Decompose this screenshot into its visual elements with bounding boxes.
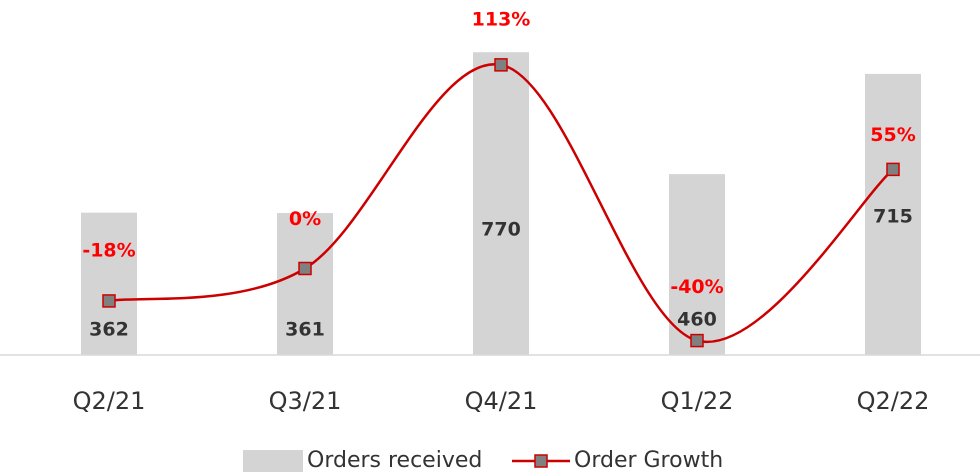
data-label: 113% — [472, 8, 531, 30]
bar — [473, 52, 529, 355]
data-label: -40% — [670, 276, 723, 298]
data-label: -18% — [82, 239, 135, 261]
x-tick-label: Q4/21 — [465, 387, 538, 415]
growth-marker — [886, 162, 900, 177]
legend-label: Order Growth — [574, 448, 723, 473]
legend-label: Orders received — [307, 448, 482, 473]
bar — [81, 212, 137, 355]
bar — [277, 213, 333, 355]
growth-line — [108, 63, 894, 344]
growth-marker — [298, 261, 312, 276]
x-tick-label: Q1/22 — [661, 387, 734, 415]
data-label: 0% — [289, 208, 321, 230]
data-label: 460 — [677, 309, 717, 331]
bar — [865, 73, 921, 355]
data-label: 362 — [89, 319, 129, 341]
growth-marker — [102, 294, 116, 308]
data-label: 770 — [481, 219, 521, 241]
data-label: 361 — [285, 319, 325, 341]
legend-swatch — [243, 450, 303, 472]
data-label: 55% — [870, 124, 915, 146]
bar — [669, 174, 725, 355]
growth-marker — [494, 58, 508, 72]
data-label: 715 — [873, 206, 913, 228]
x-tick-label: Q2/21 — [73, 387, 146, 415]
legend-marker — [534, 454, 548, 468]
x-tick-label: Q2/22 — [857, 387, 930, 415]
x-tick-label: Q3/21 — [269, 387, 342, 415]
growth-marker — [690, 333, 704, 348]
